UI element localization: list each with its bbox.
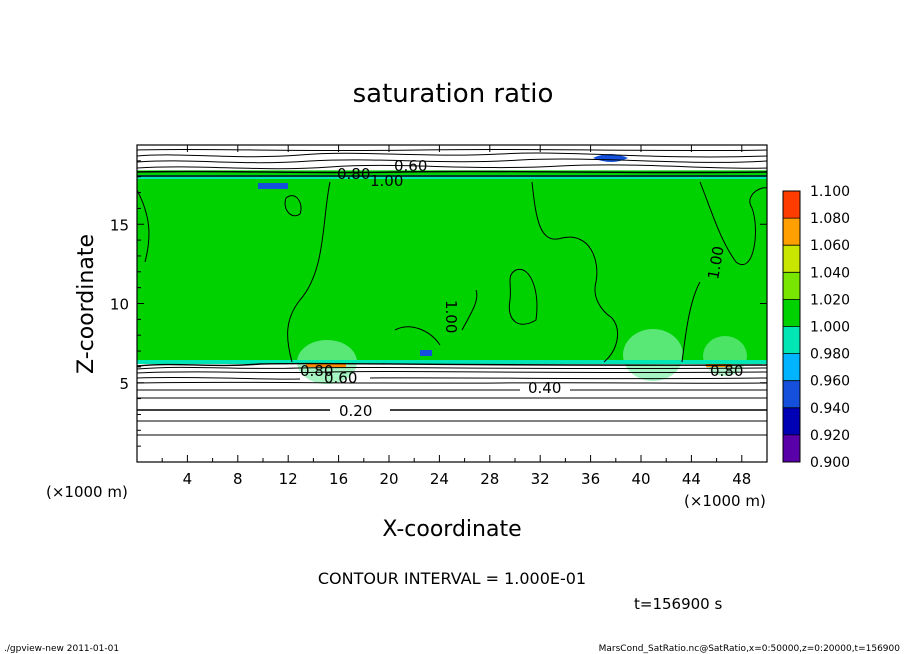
x-unit-left: (×1000 m) [46, 483, 128, 501]
y-axis-label: Z-coordinate [74, 234, 99, 374]
contour-interval: CONTOUR INTERVAL = 1.000E-01 [318, 569, 586, 588]
blue-patch-mid [420, 350, 432, 356]
x-tick-label: 36 [581, 470, 600, 488]
colorbar-segment [783, 191, 800, 219]
x-axis: 4 8 12 16 20 24 28 32 36 40 44 48 [161, 145, 751, 488]
x-tick-label: 40 [631, 470, 650, 488]
colorbar-label: 0.900 [810, 455, 850, 471]
x-axis-label: X-coordinate [382, 517, 521, 542]
cloud-base-fringe [137, 360, 767, 364]
colorbar-label: 1.040 [810, 265, 850, 281]
x-tick-label: 24 [430, 470, 449, 488]
plume-right [623, 329, 683, 381]
x-tick-label: 28 [480, 470, 499, 488]
x-unit-right: (×1000 m) [684, 492, 766, 510]
y-axis: 5 10 15 [110, 160, 767, 447]
time-stamp: t=156900 s [634, 595, 722, 613]
cloud-band [137, 170, 767, 364]
colorbar-label: 1.080 [810, 211, 850, 227]
contour-label: 0.20 [339, 402, 372, 420]
contour-label: 0.80 [300, 362, 333, 380]
y-tick-label: 15 [110, 216, 129, 234]
colorbar: 0.900 0.920 0.940 0.960 0.980 1.000 1.020 1.040… [782, 184, 850, 471]
colorbar-segment [783, 326, 800, 354]
colorbar-segment [783, 245, 800, 273]
colorbar-label: 1.000 [810, 320, 850, 336]
contour-label: 0.60 [324, 369, 357, 387]
contour-label-group: 0.60 0.80 1.00 1.00 1.00 0.20 0.40 0.60 … [300, 157, 743, 420]
x-tick-label: 12 [279, 470, 298, 488]
x-tick-label: 4 [183, 470, 193, 488]
colorbar-segment [783, 407, 800, 435]
contour-label: 0.60 [394, 157, 427, 175]
y-tick-label: 5 [119, 375, 129, 393]
peak-left [306, 362, 346, 367]
contour-label: 1.00 [704, 245, 728, 281]
colorbar-label: 1.100 [810, 184, 850, 200]
contour-label: 0.40 [528, 379, 561, 397]
y-tick-label: 10 [110, 296, 129, 314]
contour-label: 1.00 [442, 300, 460, 333]
colorbar-label: 0.920 [810, 428, 850, 444]
cloud-top-fringe [137, 175, 767, 179]
colorbar-segment [783, 218, 800, 246]
contour-label: 0.80 [337, 165, 370, 183]
colorbar-label: 0.940 [810, 401, 850, 417]
blue-patch-upper-left [258, 183, 288, 189]
plot-area [136, 145, 768, 462]
x-tick-label: 44 [682, 470, 701, 488]
colorbar-label: 1.060 [810, 238, 850, 254]
colorbar-label: 0.980 [810, 347, 850, 363]
x-tick-label: 16 [329, 470, 348, 488]
footer-left: ./gpview-new 2011-01-01 [4, 644, 119, 654]
colorbar-segment [783, 272, 800, 300]
colorbar-label: 0.960 [810, 374, 850, 390]
contour-label: 0.80 [710, 362, 743, 380]
colorbar-segment [783, 353, 800, 381]
contour-lines [136, 148, 768, 436]
colorbar-segment [783, 434, 800, 462]
colorbar-label: 1.020 [810, 292, 850, 308]
x-tick-label: 8 [233, 470, 243, 488]
colorbar-segment [783, 299, 800, 327]
x-tick-label: 48 [732, 470, 751, 488]
x-tick-label: 20 [379, 470, 398, 488]
footer-right: MarsCond_SatRatio.nc@SatRatio,x=0:50000,… [599, 644, 901, 654]
colorbar-segment [783, 380, 800, 408]
contour-label: 1.00 [370, 172, 403, 190]
chart-title: saturation ratio [353, 79, 554, 109]
x-tick-label: 32 [531, 470, 550, 488]
